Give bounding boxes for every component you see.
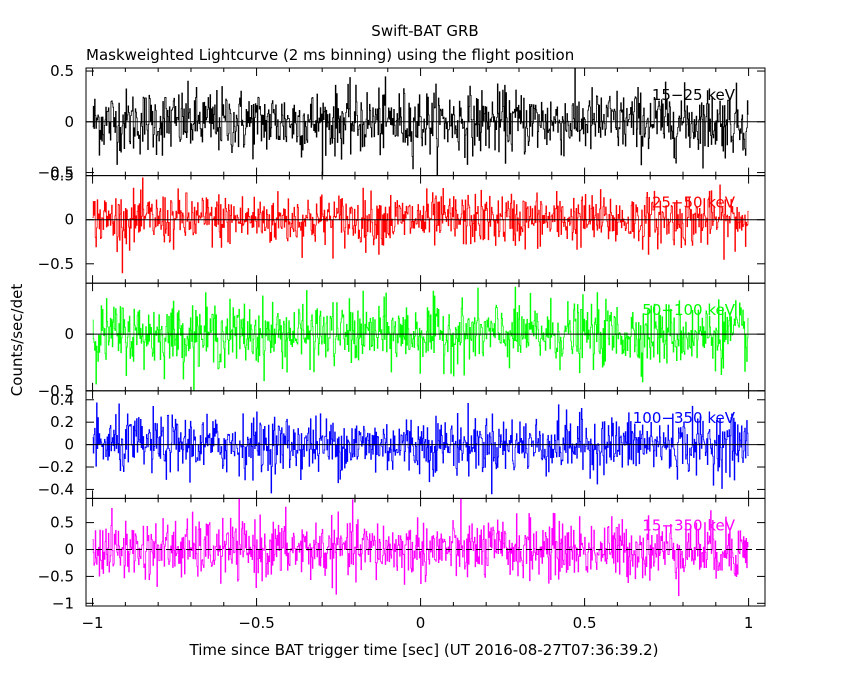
y-tick-label-4-1: 0.2: [50, 413, 74, 431]
y-tick-label-2-0: 0.5: [50, 167, 74, 185]
panel-5: 0.5 0 −0.5 −1 15−350 keV: [38, 497, 766, 612]
series-line-2: [92, 177, 749, 274]
y-tick-label-1-1: 0: [64, 113, 74, 131]
y-tick-label-4-2: 0: [64, 436, 74, 454]
panel-frame-2: [85, 175, 766, 284]
band-label-5: 15−350 keV: [642, 516, 735, 534]
panel-2: 0.5 0 −0.5 25−50 keV: [38, 167, 766, 284]
y-tick-label-3-1: −0.5: [38, 382, 74, 400]
x-tick-label-4: 1: [744, 614, 754, 632]
series-line-3: [92, 286, 749, 391]
chart-title: Swift-BAT GRB: [371, 22, 478, 40]
series-line-5: [92, 498, 749, 597]
y-tick-label-1-2: −0.5: [38, 164, 74, 182]
y-tick-label-5-1: 0: [64, 541, 74, 559]
x-tick-label-0: −1: [81, 614, 103, 632]
y-tick-label-4-4: −0.4: [38, 480, 74, 498]
panel-3: 0 −0.5 50−100 keV: [38, 282, 766, 400]
y-tick-label-5-2: −0.5: [38, 567, 74, 585]
y-tick-label-4-3: −0.2: [38, 458, 74, 476]
band-label-3: 50−100 keV: [642, 301, 735, 319]
y-tick-label-2-2: −0.5: [38, 255, 74, 273]
panel-4: 0.4 0.2 0 −0.2 −0.4 100−350 keV: [38, 390, 766, 499]
panels-group: 0.5 0 −0.5 15−25 keV 0.5 0 −0.5 25−50 keV 0 −0.5 5…: [38, 62, 766, 612]
y-axis-label: Counts/sec/det: [8, 284, 26, 397]
x-axis-label: Time since BAT trigger time [sec] (UT 20…: [189, 641, 659, 659]
x-axis: −1 −0.5 0 0.5 1: [81, 614, 753, 632]
series-line-4: [92, 402, 749, 495]
panel-1: 0.5 0 −0.5 15−25 keV: [38, 62, 766, 182]
y-tick-label-5-3: −1: [52, 594, 74, 612]
band-label-1: 15−25 keV: [652, 86, 736, 104]
panel-frame-5: [85, 497, 766, 607]
band-label-4: 100−350 keV: [633, 409, 736, 427]
y-tick-label-1-0: 0.5: [50, 62, 74, 80]
band-label-2: 25−50 keV: [652, 194, 736, 212]
x-tick-label-3: 0.5: [573, 614, 597, 632]
x-tick-label-2: 0: [416, 614, 426, 632]
y-tick-label-4-0: 0.4: [50, 391, 74, 409]
y-tick-label-3-0: 0: [64, 325, 74, 343]
y-tick-label-5-0: 0.5: [50, 514, 74, 532]
y-tick-label-2-1: 0: [64, 211, 74, 229]
series-line-1: [92, 68, 749, 176]
chart-subtitle: Maskweighted Lightcurve (2 ms binning) u…: [86, 46, 574, 64]
x-tick-label-1: −0.5: [238, 614, 274, 632]
